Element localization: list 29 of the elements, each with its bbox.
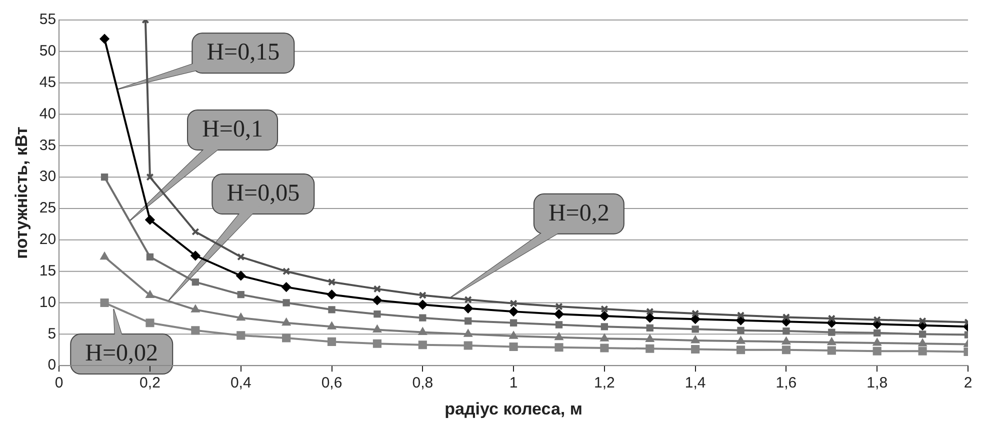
y-tick-label: 25 [39,200,56,217]
y-tick-label: 50 [39,42,56,60]
y-tick-label: 5 [48,325,56,342]
annotation: H=0,15 [206,40,280,67]
x-tick-label: 1,8 [866,374,888,392]
x-tick-label: 0,4 [230,374,252,392]
x-tick-label: 1,6 [776,374,797,392]
x-tick-label: 0,2 [140,374,160,392]
annotation: H=0,02 [85,340,158,368]
y-tick-label: 10 [39,294,56,311]
y-axis-title: потужність, кВт [12,126,31,259]
y-tick-label: 45 [39,74,56,91]
annotation: H=0,05 [226,180,300,208]
x-tick-label: 1,4 [684,374,706,392]
y-tick-label: 15 [39,262,56,280]
y-tick-label: 35 [39,136,56,154]
y-tick-label: 40 [39,105,56,122]
x-tick-label: 0,8 [412,374,434,392]
y-tick-label: 30 [39,168,56,186]
y-tick-label: 20 [39,231,56,248]
annotation: H=0,1 [202,116,263,144]
x-tick-label: 1 [509,374,518,392]
y-tick-label: 55 [39,11,56,28]
x-tick-label: 1,2 [594,374,615,392]
x-tick-label: 2 [964,374,972,392]
annotation: H=0,2 [548,200,610,228]
y-tick-label: 0 [48,356,56,374]
x-tick-label: 0,6 [321,374,342,392]
x-axis-title: радіус колеса, м [444,399,582,418]
